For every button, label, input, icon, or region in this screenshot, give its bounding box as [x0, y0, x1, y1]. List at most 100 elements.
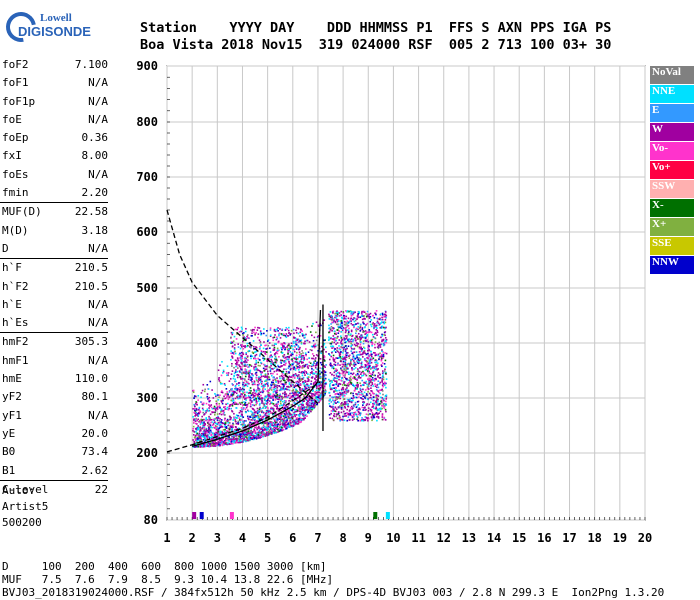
echo-point	[360, 338, 362, 340]
echo-point	[260, 432, 262, 434]
echo-point	[348, 327, 350, 330]
echo-point	[319, 376, 322, 378]
echo-point	[246, 396, 248, 399]
echo-point	[318, 391, 321, 394]
echo-point	[227, 374, 229, 376]
x-tick-label: 1	[163, 531, 170, 545]
echo-point	[376, 404, 379, 406]
echo-point	[251, 378, 253, 381]
echo-point	[248, 371, 251, 373]
echo-point	[335, 397, 337, 399]
echo-point	[340, 322, 343, 324]
echo-point	[301, 405, 303, 407]
echo-point	[329, 380, 331, 382]
echo-point	[348, 338, 350, 340]
echo-point	[332, 346, 335, 349]
echo-point	[283, 385, 285, 387]
echo-point	[255, 359, 258, 362]
echo-point	[217, 399, 220, 401]
echo-point	[238, 384, 240, 387]
echo-point	[344, 327, 347, 330]
echo-point	[297, 348, 300, 351]
echo-point	[214, 440, 216, 442]
echo-point	[385, 410, 387, 413]
echo-point	[256, 379, 258, 382]
echo-point	[227, 408, 230, 411]
echo-point	[223, 440, 226, 442]
echo-point	[323, 339, 325, 342]
echo-point	[224, 443, 227, 445]
echo-point	[219, 394, 221, 397]
echo-point	[255, 403, 257, 406]
echo-point	[312, 363, 315, 366]
echo-point	[343, 368, 346, 371]
echo-point	[314, 364, 317, 367]
echo-point	[289, 351, 292, 353]
echo-point	[284, 346, 287, 349]
echo-point	[206, 408, 209, 411]
echo-point	[310, 380, 313, 383]
echo-point	[232, 430, 234, 433]
echo-point	[382, 406, 385, 408]
param-value: N/A	[88, 316, 108, 330]
echo-point	[297, 366, 299, 368]
echo-point	[294, 421, 297, 424]
echo-point	[373, 413, 376, 416]
echo-point	[244, 375, 247, 378]
echo-point	[373, 351, 375, 354]
echo-point	[369, 408, 372, 411]
echo-point	[273, 388, 275, 391]
echo-point	[333, 371, 336, 374]
echo-point	[298, 366, 301, 369]
echo-point	[286, 344, 289, 347]
echo-point	[213, 437, 216, 440]
echo-point	[262, 416, 265, 419]
echo-point	[228, 407, 230, 410]
echo-point	[305, 348, 307, 350]
echo-point	[383, 321, 386, 323]
echo-point	[315, 384, 318, 386]
echo-point	[315, 344, 317, 347]
echo-point	[329, 382, 332, 385]
param-name: fmin	[2, 186, 29, 200]
echo-point	[328, 324, 330, 327]
echo-point	[278, 396, 281, 399]
echo-point	[289, 354, 292, 357]
echo-point	[238, 353, 241, 356]
echo-point	[366, 362, 369, 365]
echo-point	[275, 385, 278, 388]
echo-point	[354, 376, 356, 379]
echo-point	[363, 381, 365, 384]
echo-point	[255, 437, 258, 440]
echo-point	[253, 424, 256, 426]
echo-point	[231, 394, 234, 397]
echo-point	[303, 409, 306, 412]
echo-point	[241, 401, 243, 404]
echo-point	[324, 371, 327, 373]
echo-point	[342, 363, 345, 366]
echo-point	[354, 396, 357, 399]
echo-point	[226, 365, 229, 368]
echo-point	[275, 431, 278, 434]
echo-point	[270, 355, 273, 358]
echo-point	[249, 341, 251, 344]
echo-point	[292, 415, 294, 418]
echo-point	[277, 401, 280, 403]
echo-point	[255, 361, 258, 364]
echo-point	[247, 392, 250, 394]
echo-point	[253, 381, 256, 383]
echo-point	[283, 420, 286, 423]
echo-point	[301, 402, 304, 404]
echo-point	[244, 372, 247, 375]
x-tick-label: 9	[365, 531, 372, 545]
echo-point	[255, 350, 258, 353]
echo-point	[288, 326, 290, 329]
echo-point	[283, 368, 285, 371]
echo-point	[270, 362, 273, 364]
echo-point	[271, 344, 274, 347]
echo-point	[370, 355, 373, 358]
echo-point	[204, 439, 207, 442]
echo-point	[371, 383, 374, 386]
echo-point	[341, 365, 344, 368]
echo-point	[382, 357, 384, 359]
